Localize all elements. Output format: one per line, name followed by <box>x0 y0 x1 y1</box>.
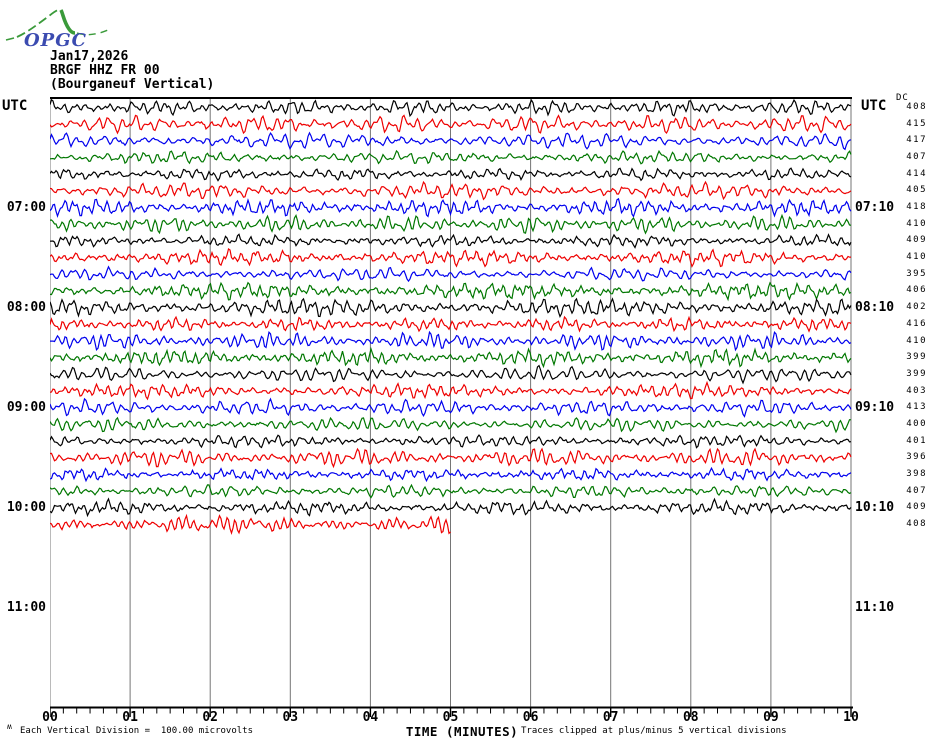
seismo-trace-0810 <box>50 315 852 333</box>
seismo-trace-0830 <box>50 346 852 369</box>
dc-value: 408 <box>906 102 927 112</box>
dc-value: 403 <box>906 385 927 396</box>
minute-tick-label: 00 <box>42 710 58 725</box>
dc-value: 399 <box>906 352 927 363</box>
seismo-trace-0600 <box>50 98 852 118</box>
seismo-trace-0910 <box>50 416 852 434</box>
minute-tick-label: 02 <box>202 710 219 725</box>
seismo-trace-0800 <box>50 297 852 319</box>
seismo-trace-1000 <box>50 497 852 518</box>
seismo-trace-0840 <box>50 364 852 385</box>
dc-value: 409 <box>906 502 927 513</box>
logo-dash-right <box>76 29 109 36</box>
minute-tick-label: 08 <box>682 710 699 725</box>
seismo-trace-0820 <box>50 330 852 352</box>
dc-value: 416 <box>906 318 927 329</box>
logo-text: OPGC <box>24 30 87 51</box>
vertical-division-note: Each Vertical Division = 100.00 microvol… <box>20 726 253 736</box>
seismo-trace-0730 <box>50 248 852 268</box>
seismo-trace-0710 <box>50 213 852 235</box>
seismo-trace-0940 <box>50 466 852 483</box>
dc-value: 409 <box>906 235 927 246</box>
dc-value: 400 <box>906 418 927 429</box>
dc-value: 406 <box>906 285 927 296</box>
seismo-trace-0900 <box>50 397 852 418</box>
utc-hour-label-left: 09:00 <box>6 399 46 415</box>
dc-value: 407 <box>906 152 927 163</box>
header-block: Jan17,2026 BRGF HHZ FR 00 (Bourganeuf Ve… <box>50 50 214 92</box>
minute-tick-label: 10 <box>843 710 859 725</box>
dc-value: 398 <box>906 468 927 479</box>
time-axis-title: TIME (MINUTES) <box>405 724 519 739</box>
seismo-trace-0740 <box>50 265 852 283</box>
utc-title-left: UTC <box>2 98 28 114</box>
seismogram-plot <box>50 97 852 707</box>
minute-tick-label: 03 <box>282 710 299 725</box>
seismo-trace-0700 <box>50 197 852 219</box>
minute-tick-label: 01 <box>122 710 138 725</box>
logo-dash-left <box>5 37 15 41</box>
dc-value: 410 <box>906 218 927 229</box>
seismo-trace-0950 <box>50 483 852 499</box>
seismo-trace-1010 <box>50 513 451 535</box>
dc-value: 408 <box>906 519 927 529</box>
header-date: Jan17,2026 <box>50 49 129 64</box>
header-station: BRGF HHZ FR 00 <box>50 63 160 78</box>
dc-value: 395 <box>906 268 927 279</box>
header-station-desc: (Bourganeuf Vertical) <box>50 77 215 92</box>
utc-hour-label-left: 07:00 <box>6 199 46 215</box>
minute-tick-label: 07 <box>602 710 619 725</box>
utc-hour-label-left: 10:00 <box>6 499 46 515</box>
utc-hour-label-left: 08:00 <box>6 299 46 315</box>
minute-tick-label: 06 <box>522 710 539 725</box>
dc-value: 415 <box>906 118 927 129</box>
dc-value: 399 <box>906 368 927 379</box>
seismo-trace-0930 <box>50 447 852 469</box>
clipping-note: Traces clipped at plus/minus 5 vertical … <box>521 726 787 736</box>
utc-hour-label-right: 09:10 <box>855 399 895 415</box>
dc-value: 405 <box>906 185 927 196</box>
tiny-squiggle-mark: ʍ <box>7 722 12 731</box>
seismo-trace-0750 <box>50 281 852 302</box>
seismo-trace-0620 <box>50 131 852 151</box>
dc-value: 418 <box>906 202 927 213</box>
dc-value: 413 <box>906 402 927 413</box>
utc-title-right: UTC <box>861 98 887 114</box>
dc-value: 396 <box>906 452 927 463</box>
seismo-trace-0920 <box>50 434 852 449</box>
minute-tick-label: 04 <box>362 710 379 725</box>
seismo-trace-0720 <box>50 233 852 249</box>
utc-hour-label-right: 07:10 <box>855 199 895 215</box>
dc-column-header: DC <box>896 93 909 103</box>
time-axis <box>50 706 853 717</box>
utc-hour-label-right: 10:10 <box>855 499 895 515</box>
dc-value: 402 <box>906 302 927 313</box>
utc-hour-label-right: 11:10 <box>855 599 895 615</box>
minute-tick-label: 09 <box>763 710 779 725</box>
seismo-trace-0650 <box>50 180 852 201</box>
utc-hour-label-right: 08:10 <box>855 299 895 315</box>
dc-value: 414 <box>906 168 927 179</box>
seismo-trace-0850 <box>50 380 852 401</box>
seismo-trace-0610 <box>50 114 852 135</box>
utc-hour-label-left: 11:00 <box>6 599 46 615</box>
dc-value: 407 <box>906 485 927 496</box>
seismo-trace-0630 <box>50 149 852 165</box>
dc-value: 401 <box>906 435 927 446</box>
opgc-logo: OPGC <box>5 8 109 51</box>
seismo-trace-0640 <box>50 167 852 182</box>
dc-value: 410 <box>906 335 927 346</box>
dc-value: 410 <box>906 252 927 263</box>
logo-mountain-peak <box>59 9 76 35</box>
minute-tick-label: 05 <box>442 710 459 725</box>
dc-value: 417 <box>906 135 927 146</box>
